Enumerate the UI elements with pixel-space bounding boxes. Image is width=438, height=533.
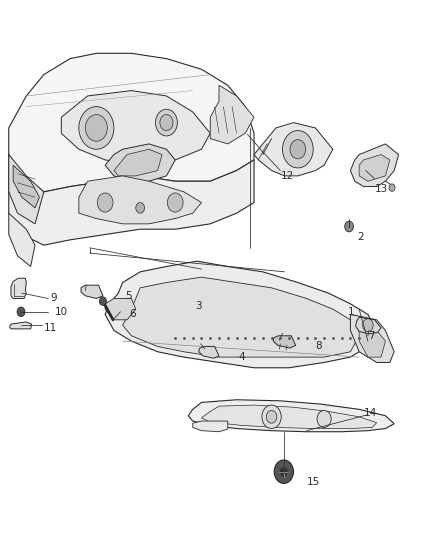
- Polygon shape: [359, 325, 385, 357]
- Circle shape: [363, 319, 373, 332]
- Circle shape: [345, 221, 353, 232]
- Text: 13: 13: [374, 184, 388, 194]
- Circle shape: [79, 107, 114, 149]
- Polygon shape: [10, 322, 32, 329]
- Circle shape: [99, 297, 106, 305]
- Circle shape: [283, 131, 313, 168]
- Polygon shape: [356, 317, 381, 334]
- Text: 6: 6: [129, 310, 136, 319]
- Polygon shape: [9, 53, 254, 192]
- Circle shape: [155, 109, 177, 136]
- Polygon shape: [273, 336, 296, 348]
- Polygon shape: [9, 155, 44, 224]
- Circle shape: [167, 193, 183, 212]
- Circle shape: [97, 193, 113, 212]
- Text: 5: 5: [125, 291, 131, 301]
- Polygon shape: [81, 285, 103, 298]
- Polygon shape: [210, 85, 254, 144]
- Polygon shape: [254, 123, 333, 176]
- Text: 2: 2: [357, 232, 364, 242]
- Polygon shape: [13, 165, 39, 208]
- Text: 7: 7: [368, 331, 374, 341]
- Polygon shape: [123, 277, 359, 357]
- Polygon shape: [9, 155, 254, 245]
- Polygon shape: [79, 176, 201, 224]
- Polygon shape: [105, 261, 377, 368]
- Polygon shape: [350, 314, 394, 362]
- Polygon shape: [114, 149, 162, 176]
- Circle shape: [85, 115, 107, 141]
- Text: 1: 1: [348, 307, 355, 317]
- Polygon shape: [61, 91, 210, 165]
- Polygon shape: [188, 400, 394, 432]
- Circle shape: [17, 307, 25, 317]
- Text: 12: 12: [280, 171, 293, 181]
- Text: 9: 9: [50, 294, 57, 303]
- Polygon shape: [11, 278, 26, 298]
- Circle shape: [160, 115, 173, 131]
- Text: 15: 15: [307, 478, 320, 487]
- Text: 3: 3: [195, 302, 201, 311]
- Text: 14: 14: [364, 408, 377, 418]
- Text: 10: 10: [55, 307, 68, 317]
- Polygon shape: [105, 298, 136, 320]
- Polygon shape: [193, 421, 228, 432]
- Polygon shape: [199, 346, 219, 358]
- Circle shape: [290, 140, 306, 159]
- Circle shape: [266, 410, 277, 423]
- Text: 11: 11: [44, 323, 57, 333]
- Polygon shape: [350, 144, 399, 187]
- Circle shape: [136, 203, 145, 213]
- Circle shape: [279, 466, 288, 477]
- Text: 4: 4: [239, 352, 245, 362]
- Polygon shape: [201, 405, 377, 429]
- Polygon shape: [105, 144, 175, 181]
- Text: 8: 8: [315, 342, 322, 351]
- Circle shape: [262, 405, 281, 429]
- Circle shape: [317, 410, 331, 427]
- Polygon shape: [9, 213, 35, 266]
- Circle shape: [389, 184, 395, 191]
- Polygon shape: [359, 155, 390, 181]
- Circle shape: [274, 460, 293, 483]
